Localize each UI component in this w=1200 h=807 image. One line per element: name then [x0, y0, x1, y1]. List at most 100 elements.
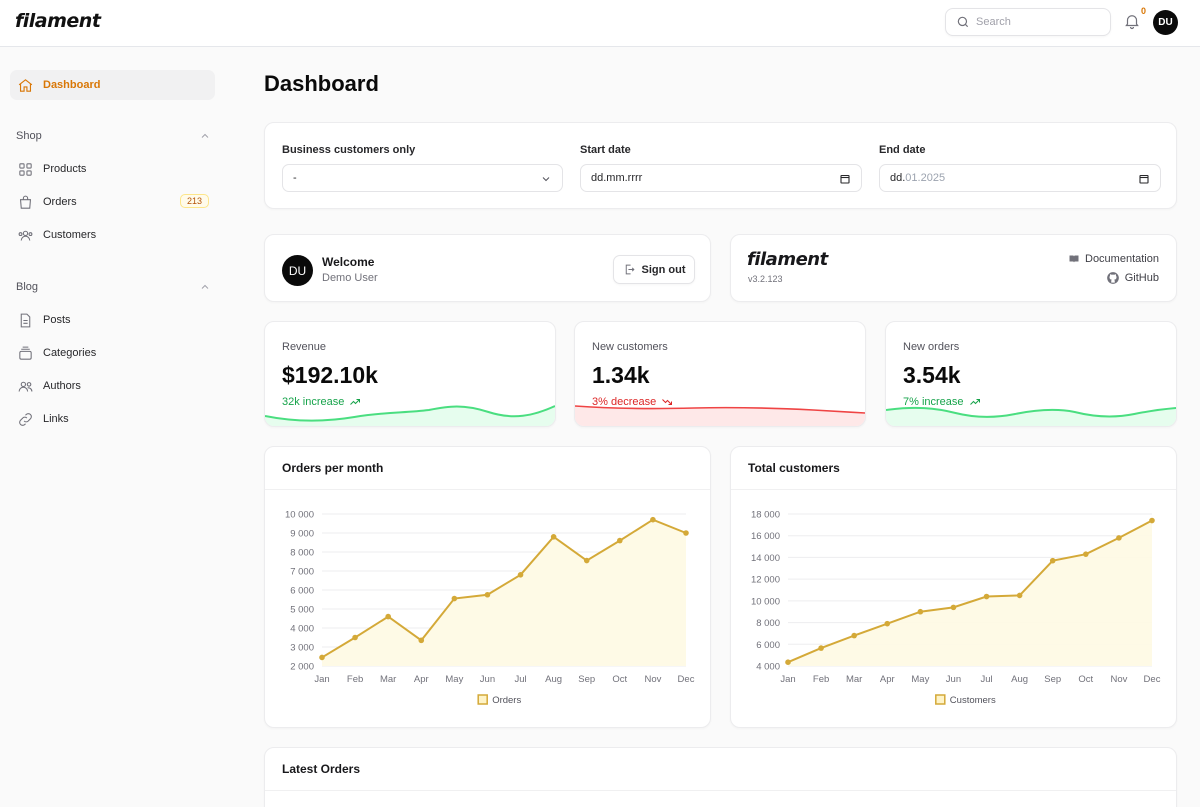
data-point	[851, 632, 857, 639]
chevron-up-icon[interactable]	[199, 281, 211, 293]
document-icon	[20, 313, 31, 327]
documentation-link[interactable]: Documentation	[1068, 253, 1159, 265]
sign-out-button[interactable]: Sign out	[613, 255, 695, 284]
github-link[interactable]: GitHub	[1106, 271, 1159, 285]
search-input[interactable]	[976, 12, 1104, 32]
user-group-icon	[18, 381, 33, 392]
brand-logo: filament	[747, 249, 828, 270]
stat-description: 32k increase	[282, 396, 362, 408]
start-date-value: dd.mm.rrrr	[591, 172, 643, 184]
bell-icon[interactable]	[1123, 12, 1141, 30]
calendar-icon[interactable]	[1138, 173, 1150, 185]
grid-icon	[19, 162, 32, 176]
latest-orders-card: Latest Orders	[264, 747, 1177, 807]
y-tick-label: 18 000	[751, 510, 780, 521]
sidebar-item-authors[interactable]: Authors	[10, 371, 215, 401]
y-tick-label: 6 000	[756, 640, 780, 651]
app-logo[interactable]: filament	[15, 10, 101, 32]
orders-chart-card: Orders per month 10 000 9 000 8 000 7 000 6 …	[264, 446, 711, 728]
y-tick-label: 7 000	[290, 567, 314, 578]
x-tick-label: Jun	[480, 674, 495, 685]
sidebar-item-dashboard[interactable]: Dashboard	[10, 70, 215, 100]
global-search[interactable]	[945, 8, 1111, 36]
legend-swatch	[477, 694, 488, 705]
x-tick-label: Mar	[380, 674, 396, 685]
data-point	[583, 557, 590, 564]
x-tick-label: Aug	[545, 674, 562, 685]
x-tick-label: Aug	[1011, 674, 1028, 685]
sidebar-item-posts[interactable]: Posts	[10, 305, 215, 335]
stat-description: 7% increase	[903, 396, 982, 408]
data-point	[884, 620, 891, 627]
end-date-input[interactable]: dd. 01.2025	[879, 164, 1161, 192]
calendar-icon[interactable]	[839, 173, 851, 185]
start-date-input[interactable]: dd.mm.rrrr	[580, 164, 862, 192]
stat-description-text: 3% decrease	[592, 396, 657, 408]
welcome-title: Welcome	[322, 255, 375, 269]
y-tick-label: 8 000	[290, 548, 314, 559]
y-tick-label: 4 000	[756, 662, 780, 673]
legend-swatch	[935, 694, 946, 705]
welcome-user-name: Demo User	[322, 272, 378, 284]
x-tick-label: Feb	[813, 674, 829, 685]
series-line	[787, 519, 1153, 664]
data-point	[1049, 557, 1056, 564]
avatar: DU	[282, 255, 313, 286]
stat-value: $192.10k	[282, 362, 378, 388]
documentation-label: Documentation	[1085, 253, 1159, 265]
x-tick-label: Oct	[1078, 674, 1093, 685]
new-orders-sparkline	[886, 406, 1176, 426]
y-tick-label: 10 000	[751, 596, 780, 607]
sidebar-item-label: Dashboard	[43, 79, 101, 91]
series-area	[788, 520, 1152, 666]
trending-up-icon	[350, 399, 361, 405]
sidebar-item-label: Orders	[43, 196, 77, 208]
sidebar-item-orders[interactable]: Orders 213	[10, 187, 215, 217]
stat-card-new-customers: New customers 1.34k 3% decrease	[574, 321, 866, 427]
x-tick-label: Nov	[1110, 674, 1127, 685]
book-icon	[1069, 255, 1079, 263]
sidebar-item-links[interactable]: Links	[10, 404, 215, 434]
revenue-sparkline	[265, 405, 555, 426]
data-point	[484, 591, 491, 598]
sidebar-item-categories[interactable]: Categories	[10, 338, 215, 368]
sidebar-group-shop[interactable]: Shop	[16, 130, 211, 142]
y-tick-label: 14 000	[751, 553, 780, 564]
stat-label: Revenue	[282, 341, 327, 353]
legend-label: Orders	[492, 695, 521, 706]
y-tick-label: 9 000	[290, 529, 314, 540]
business-filter-label: Business customers only	[282, 144, 416, 156]
user-avatar[interactable]: DU	[1153, 10, 1178, 35]
sidebar-item-label: Links	[43, 413, 69, 425]
stat-card-revenue: Revenue $192.10k 32k increase	[264, 321, 556, 427]
data-point	[1116, 535, 1122, 541]
data-point	[517, 572, 524, 578]
sign-out-label: Sign out	[641, 263, 686, 276]
data-point	[683, 530, 689, 536]
sidebar-item-products[interactable]: Products	[10, 154, 215, 184]
end-date-value-prefix: dd.	[890, 172, 906, 184]
y-tick-label: 5 000	[290, 605, 314, 616]
data-point	[1083, 551, 1089, 557]
sidebar-item-customers[interactable]: Customers	[10, 220, 215, 250]
folder-stack-icon	[19, 346, 32, 360]
data-point	[1149, 517, 1155, 524]
stat-value: 3.54k	[903, 362, 961, 388]
x-tick-label: Feb	[347, 674, 363, 685]
x-tick-label: Sep	[1044, 674, 1061, 685]
end-date-label: End date	[879, 144, 926, 156]
series-line	[321, 518, 687, 659]
business-filter-value: -	[293, 172, 297, 184]
total-customers-chart: 18 000 16 000 14 000 12 000 10 000 8 000 6 000…	[751, 510, 1161, 707]
logout-icon	[625, 264, 635, 275]
chevron-up-icon[interactable]	[199, 130, 211, 142]
filters-card: Business customers only - Start date dd.…	[264, 122, 1177, 209]
group-label: Blog	[16, 281, 39, 293]
sidebar-group-blog[interactable]: Blog	[16, 281, 211, 293]
x-tick-label: Jul	[514, 674, 526, 685]
y-tick-label: 6 000	[290, 586, 314, 597]
github-icon	[1106, 272, 1119, 284]
data-point	[785, 659, 791, 665]
divider	[265, 790, 1176, 791]
business-filter-select[interactable]: -	[282, 164, 563, 192]
